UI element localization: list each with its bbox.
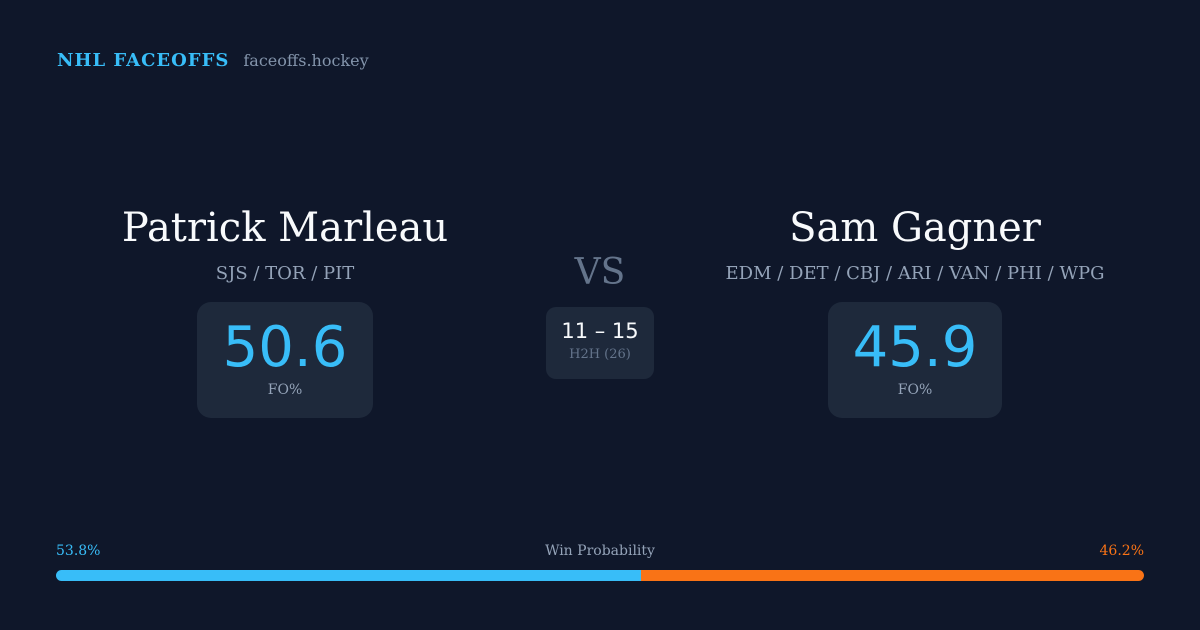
vs-label: VS	[574, 252, 626, 293]
player-2: Sam Gagner EDM / DET / CBJ / ARI / VAN /…	[665, 205, 1165, 418]
player-1-fo-pct: 50.6	[222, 315, 348, 380]
win-prob-right: 46.2%	[1099, 543, 1144, 559]
brand-url: faceoffs.hockey	[243, 51, 369, 70]
player-2-fo-pct: 45.9	[852, 315, 978, 380]
player-2-fo-card: 45.9 FO%	[828, 302, 1002, 418]
h2h-label: H2H (26)	[569, 347, 631, 362]
win-prob-bar-left	[56, 570, 642, 581]
player-1-teams: SJS / TOR / PIT	[215, 263, 355, 284]
h2h-card: 11 – 15 H2H (26)	[546, 307, 654, 379]
player-1-fo-label: FO%	[267, 382, 303, 398]
player-1-name: Patrick Marleau	[121, 205, 449, 251]
player-2-fo-label: FO%	[897, 382, 933, 398]
win-prob-bar	[56, 570, 1144, 581]
win-prob-label: Win Probability	[545, 543, 655, 559]
player-1-fo-card: 50.6 FO%	[197, 302, 373, 418]
brand-title: NHL FACEOFFS	[57, 50, 230, 71]
player-2-teams: EDM / DET / CBJ / ARI / VAN / PHI / WPG	[725, 263, 1105, 284]
brand: NHL FACEOFFS faceoffs.hockey	[57, 50, 369, 71]
player-1: Patrick Marleau SJS / TOR / PIT 50.6 FO%	[35, 205, 535, 418]
player-2-name: Sam Gagner	[789, 205, 1041, 251]
h2h-score: 11 – 15	[561, 319, 639, 343]
win-prob-bar-right	[641, 570, 1144, 581]
win-prob-left: 53.8%	[56, 543, 101, 559]
